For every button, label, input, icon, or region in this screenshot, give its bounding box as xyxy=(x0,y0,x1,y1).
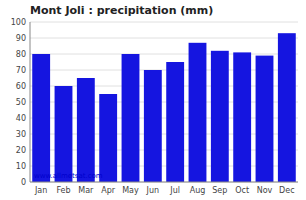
bar xyxy=(189,43,207,182)
y-tick-label: 0 xyxy=(21,178,26,187)
x-tick-label: Sep xyxy=(212,186,227,195)
bar xyxy=(99,94,117,182)
grid-line xyxy=(30,22,298,23)
y-tick-label: 20 xyxy=(16,146,26,155)
bar xyxy=(233,52,251,182)
bar xyxy=(166,62,184,182)
x-tick-label: Apr xyxy=(101,186,116,195)
x-tick-label: Jan xyxy=(34,186,47,195)
x-tick-label: Jun xyxy=(146,186,160,195)
y-tick-label: 60 xyxy=(16,82,26,91)
bar xyxy=(256,56,274,182)
bar xyxy=(32,54,50,182)
y-tick-label: 40 xyxy=(16,114,26,123)
grid-line xyxy=(30,54,298,55)
grid xyxy=(30,22,298,182)
bar xyxy=(55,86,73,182)
x-tick-label: Jul xyxy=(169,186,180,195)
x-tick-label: Mar xyxy=(78,186,94,195)
bars xyxy=(32,33,296,182)
bar xyxy=(278,33,296,182)
watermark: www.allmetsat.com xyxy=(34,172,103,180)
y-tick-label: 100 xyxy=(11,18,26,27)
x-tick-label: Nov xyxy=(257,186,273,195)
y-tick-label: 50 xyxy=(16,98,26,107)
bar xyxy=(122,54,140,182)
x-tick-label: May xyxy=(122,186,139,195)
x-tick-label: Dec xyxy=(279,186,294,195)
bar xyxy=(211,51,229,182)
x-tick-label: Feb xyxy=(56,186,70,195)
y-tick-label: 80 xyxy=(16,50,26,59)
bar xyxy=(144,70,162,182)
y-tick-label: 70 xyxy=(16,66,26,75)
y-tick-label: 90 xyxy=(16,34,26,43)
y-axis-line xyxy=(30,22,31,182)
title: Mont Joli : precipitation (mm) xyxy=(30,4,213,17)
x-axis-line xyxy=(30,182,298,183)
y-tick-label: 10 xyxy=(16,162,26,171)
grid-line xyxy=(30,38,298,39)
x-tick-label: Aug xyxy=(190,186,206,195)
bar xyxy=(77,78,95,182)
chart: 0 10 20 30 40 50 60 70 80 90 100 Jan Feb Mar Apr May Jun… xyxy=(0,0,306,200)
grid-line xyxy=(30,182,298,183)
x-tick-label: Oct xyxy=(235,186,249,195)
y-tick-label: 30 xyxy=(16,130,26,139)
